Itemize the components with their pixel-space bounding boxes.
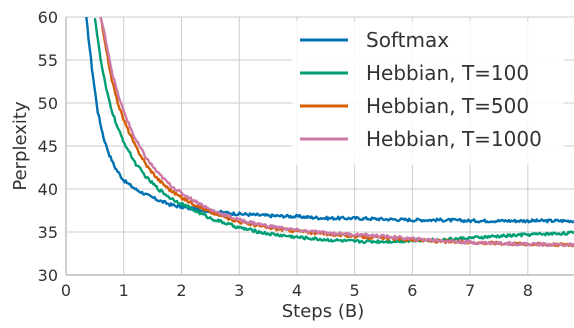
legend-label: Softmax xyxy=(366,28,449,52)
legend-label: Hebbian, T=100 xyxy=(366,61,529,85)
x-tick-label: 4 xyxy=(292,281,302,300)
legend: Softmax Hebbian, T=100 Hebbian, T=500 Hebbi… xyxy=(292,21,564,165)
y-tick-label: 35 xyxy=(38,223,58,242)
y-axis-title: Perplexity xyxy=(10,101,31,191)
x-axis-title: Steps (B) xyxy=(282,301,364,322)
y-tick-label: 30 xyxy=(38,266,58,285)
x-tick-label: 2 xyxy=(176,281,186,300)
y-tick-label: 60 xyxy=(38,8,58,27)
x-tick-label: 0 xyxy=(61,281,71,300)
legend-label: Hebbian, T=500 xyxy=(366,94,529,118)
legend-label: Hebbian, T=1000 xyxy=(366,127,542,151)
series-line-1 xyxy=(85,17,574,224)
series-lines xyxy=(85,17,574,248)
y-tick-label: 45 xyxy=(38,137,58,156)
x-tick-label: 7 xyxy=(465,281,475,300)
legend-background xyxy=(292,21,564,165)
y-tick-label: 55 xyxy=(38,51,58,70)
series-line-2 xyxy=(93,18,574,245)
axes xyxy=(65,17,574,276)
y-tick-label: 40 xyxy=(38,180,58,199)
x-tick-label: 1 xyxy=(119,281,129,300)
x-tick-label: 5 xyxy=(350,281,360,300)
x-tick-label: 3 xyxy=(234,281,244,300)
x-tick-label: 6 xyxy=(407,281,417,300)
series-line-4 xyxy=(99,17,574,248)
x-tick-label: 8 xyxy=(523,281,533,300)
y-tick-label: 50 xyxy=(38,94,58,113)
